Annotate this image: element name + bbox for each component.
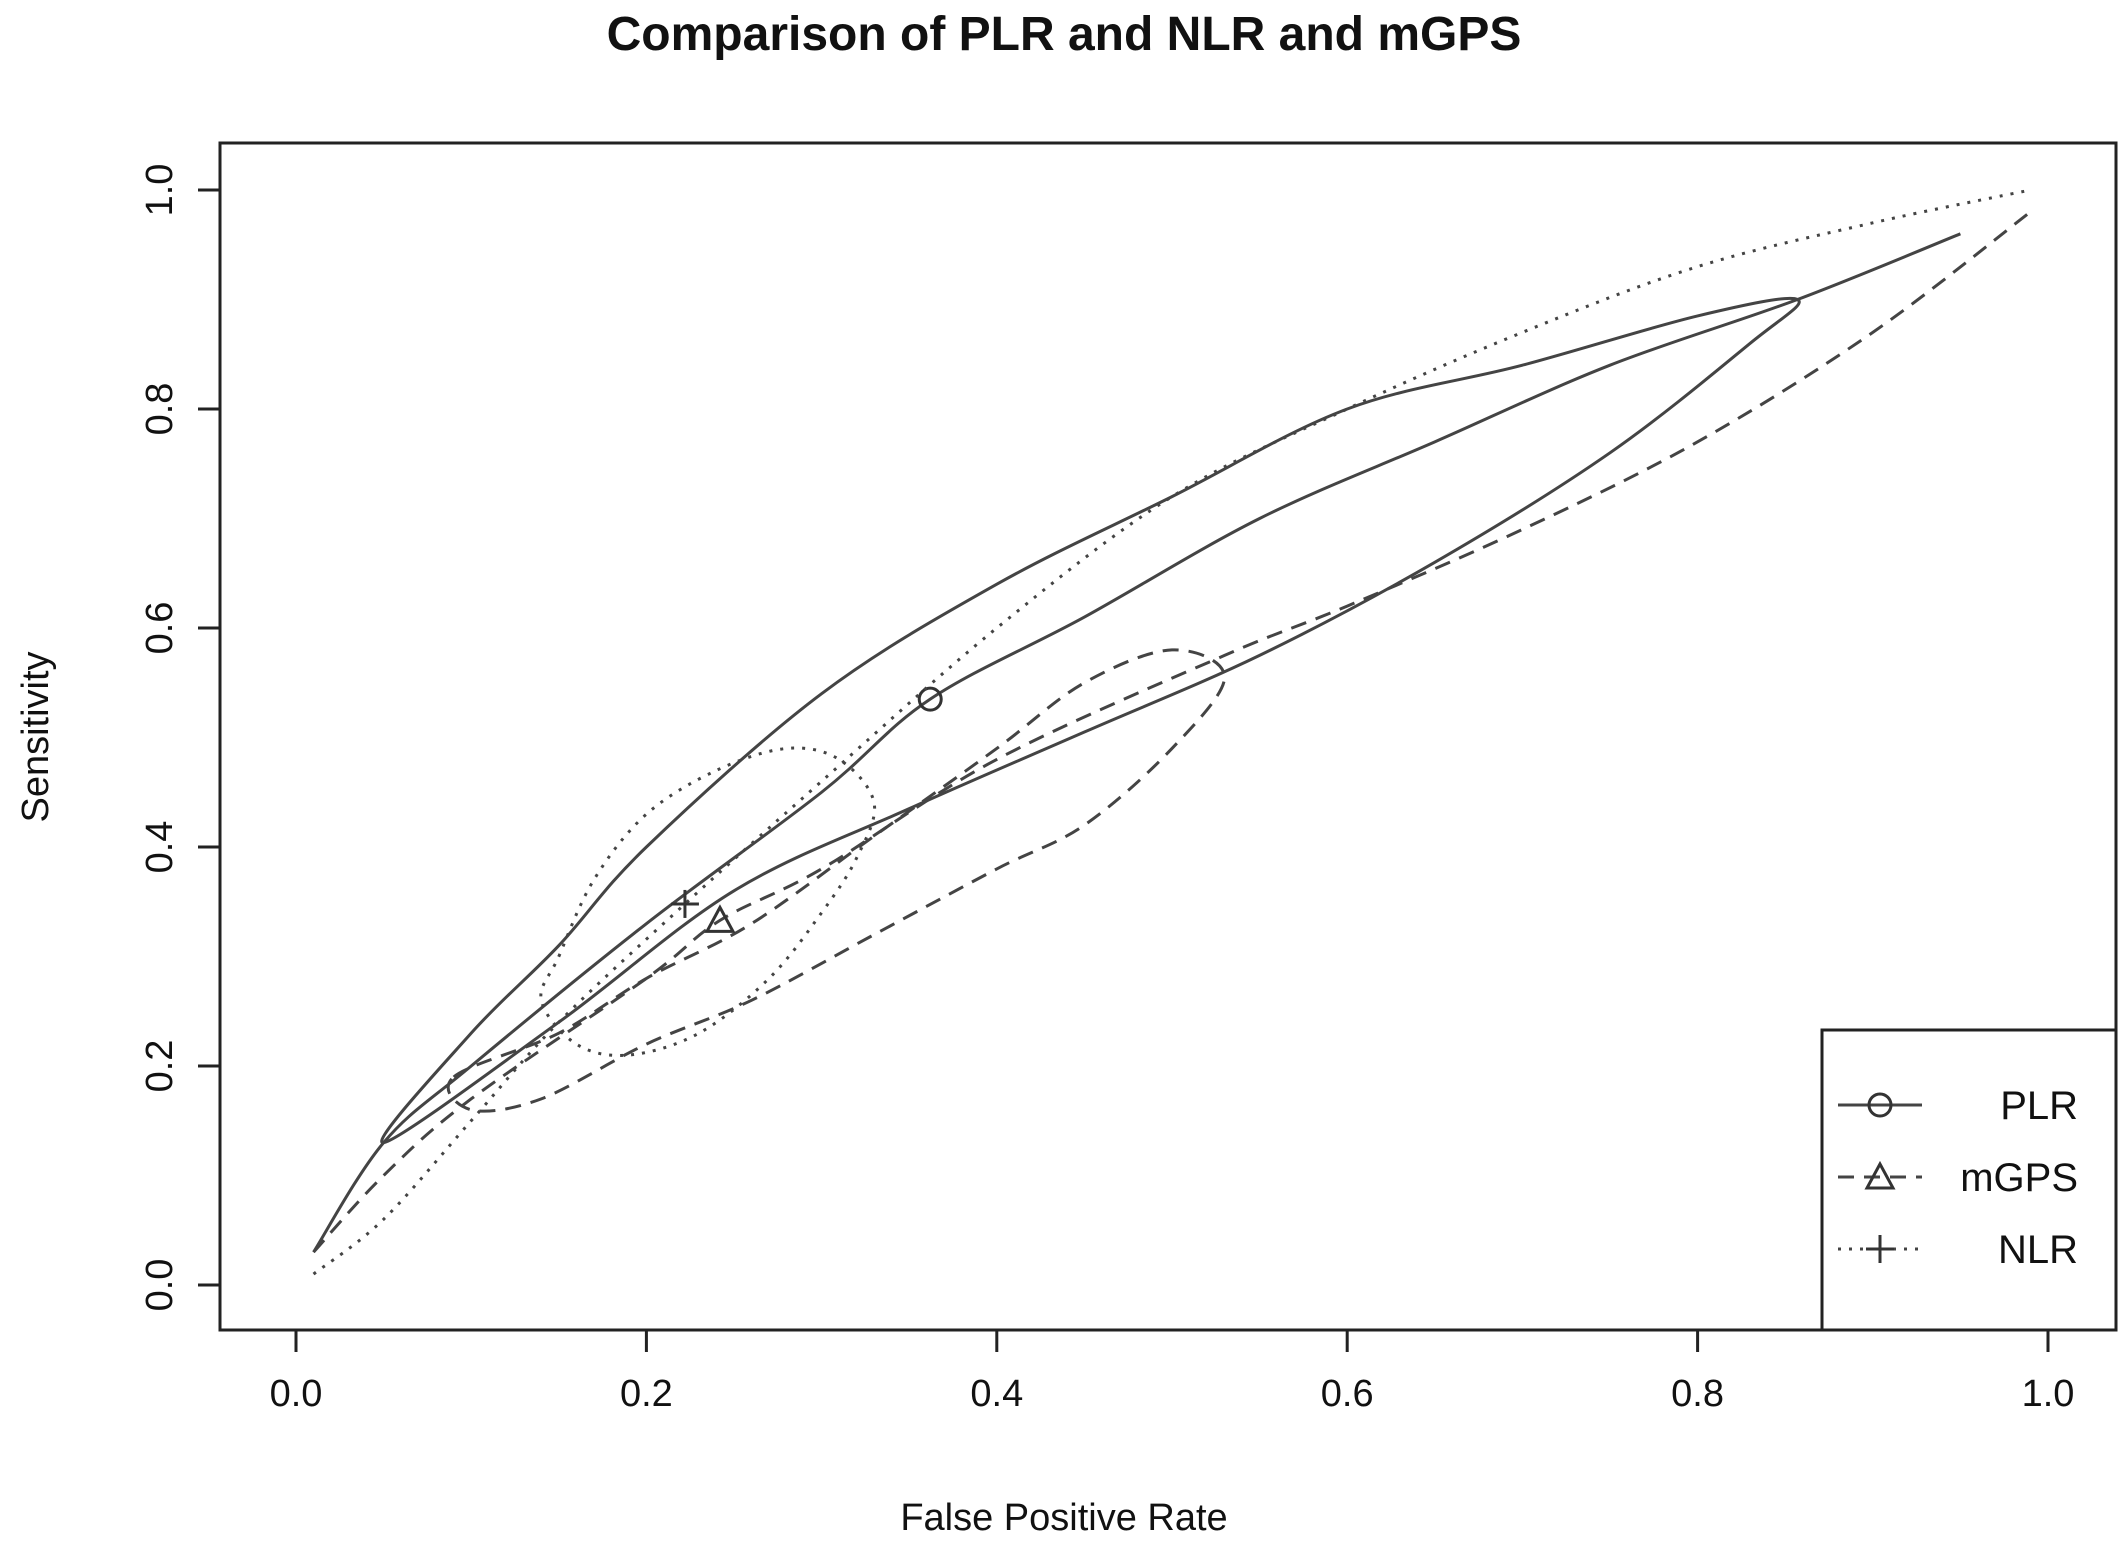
mgps-sroc-curve	[312, 210, 2032, 1254]
y-axis: 0.0 0.2 0.4 0.6 0.8 1.0	[139, 164, 222, 1312]
series-plr	[312, 232, 1961, 1253]
x-tick-label: 1.0	[2022, 1373, 2075, 1415]
mgps-confidence-region	[446, 648, 1227, 1113]
nlr-sroc-curve	[312, 188, 2031, 1276]
legend-marker-mgps	[1864, 1160, 1896, 1190]
series-mgps	[312, 210, 2032, 1254]
legend-marker-nlr	[1866, 1235, 1894, 1263]
y-tick-label: 0.8	[139, 383, 181, 436]
legend-marker-plr	[1867, 1092, 1893, 1118]
legend: PLR mGPS NLR	[1820, 1028, 2118, 1332]
x-tick-label: 0.2	[620, 1373, 673, 1415]
y-axis-label: Sensitivity	[15, 651, 57, 822]
y-tick-label: 0.4	[139, 821, 181, 874]
legend-label-mgps: mGPS	[1960, 1156, 2078, 1200]
legend-item-nlr: NLR	[1838, 1228, 2078, 1272]
plr-confidence-region	[380, 296, 1801, 1145]
y-tick-label: 0.2	[139, 1040, 181, 1093]
y-tick-label: 0.6	[139, 602, 181, 655]
plot-area	[312, 188, 2032, 1276]
plr-summary-point	[917, 686, 943, 712]
nlr-summary-point	[670, 889, 699, 918]
x-tick-label: 0.0	[270, 1373, 323, 1415]
y-tick-label: 1.0	[139, 164, 181, 217]
x-axis-label: False Positive Rate	[900, 1497, 1227, 1539]
y-tick-label: 0.0	[139, 1259, 181, 1312]
x-tick-label: 0.6	[1321, 1373, 1374, 1415]
x-tick-label: 0.8	[1671, 1373, 1724, 1415]
nlr-confidence-region	[539, 746, 877, 1057]
legend-label-plr: PLR	[2000, 1084, 2078, 1128]
chart-title: Comparison of PLR and NLR and mGPS	[607, 8, 1522, 61]
legend-item-plr: PLR	[1838, 1084, 2078, 1128]
x-axis: 0.0 0.2 0.4 0.6 0.8 1.0	[270, 1328, 2075, 1415]
mgps-summary-point	[704, 904, 736, 933]
legend-label-nlr: NLR	[1998, 1228, 2078, 1272]
x-tick-label: 0.4	[970, 1373, 1023, 1415]
legend-item-mgps: mGPS	[1838, 1156, 2078, 1200]
series-nlr	[312, 188, 2031, 1276]
plr-sroc-curve	[312, 232, 1961, 1253]
